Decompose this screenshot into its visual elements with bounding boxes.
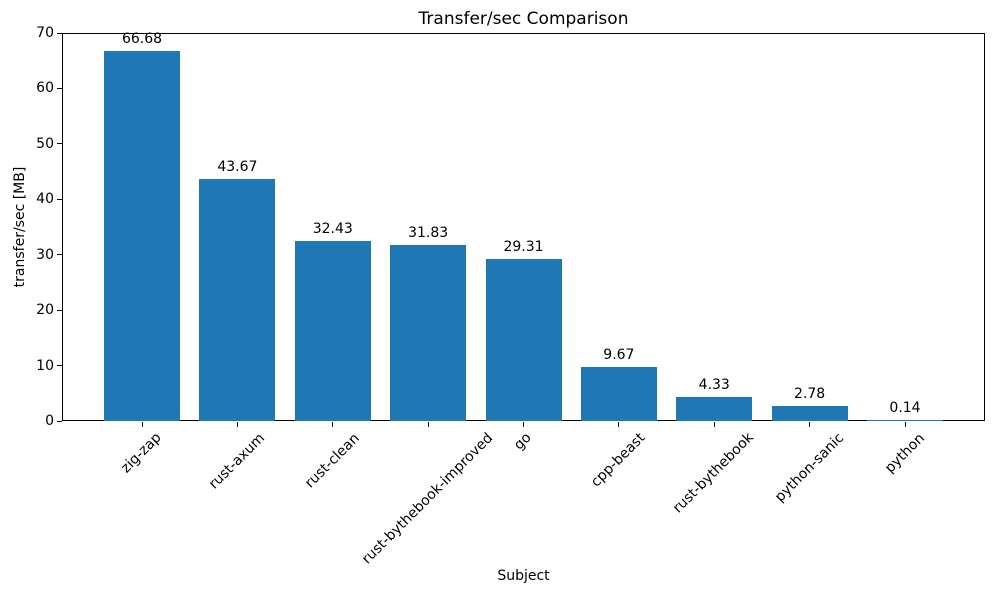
bar-rust-bythebook-improved	[390, 244, 467, 421]
y-tick-mark	[57, 420, 62, 422]
x-tick-mark	[713, 422, 715, 427]
bar-value-label: 4.33	[698, 376, 730, 393]
y-tick-label: 40	[36, 191, 54, 208]
bar-python-sanic	[771, 405, 848, 421]
y-tick-mark	[57, 365, 62, 367]
y-tick-label: 50	[36, 135, 54, 152]
y-tick-mark	[57, 32, 62, 34]
y-tick-mark	[57, 198, 62, 200]
y-tick-mark	[57, 87, 62, 89]
y-tick-mark	[57, 143, 62, 145]
y-tick-label: 70	[36, 25, 54, 41]
y-tick-label: 30	[36, 246, 54, 263]
y-tick-label: 60	[36, 80, 54, 97]
bar-python	[867, 420, 943, 421]
x-tick-mark	[427, 422, 429, 427]
y-axis-label: transfer/sec [MB]	[12, 166, 28, 288]
y-tick-label: 10	[36, 357, 54, 374]
x-tick-mark	[618, 422, 620, 427]
x-tick-mark	[904, 422, 906, 427]
x-tick-label-rust-clean: rust-clean	[301, 429, 363, 491]
bar-zig-zap	[104, 51, 180, 421]
bar-value-label: 2.78	[794, 385, 826, 402]
bar-value-label: 32.43	[312, 221, 353, 238]
bar-value-label: 43.67	[217, 158, 258, 175]
chart-title: Transfer/sec Comparison	[418, 9, 629, 29]
y-tick-label: 20	[36, 302, 54, 319]
x-tick-mark	[141, 422, 143, 427]
bar-value-label: 31.83	[408, 224, 449, 241]
bar-rust-axum	[199, 178, 276, 421]
x-tick-label-zig-zap: zig-zap	[118, 429, 165, 477]
y-tick-mark	[57, 309, 62, 311]
y-tick-mark	[57, 254, 62, 256]
bar-cpp-beast	[580, 367, 657, 421]
x-tick-label-rust-bythebook-improved: rust-bythebook-improved	[359, 429, 497, 568]
x-tick-label-python: python	[881, 429, 928, 476]
x-tick-mark	[236, 422, 238, 427]
bar-value-label: 9.67	[603, 347, 635, 364]
bar-rust-bythebook	[676, 396, 753, 421]
x-tick-mark	[523, 422, 524, 427]
y-tick-label: 0	[45, 413, 54, 429]
bar-go	[485, 258, 562, 421]
bar-rust-clean	[294, 241, 371, 421]
x-axis-label: Subject	[497, 568, 550, 584]
x-tick-label-rust-axum: rust-axum	[205, 429, 269, 493]
x-tick-label-go: go	[511, 429, 535, 454]
x-tick-mark	[809, 422, 811, 427]
x-tick-label-rust-bythebook: rust-bythebook	[670, 429, 758, 517]
x-tick-label-cpp-beast: cpp-beast	[588, 429, 649, 491]
x-tick-label-python-sanic: python-sanic	[771, 429, 847, 506]
bar-value-label: 29.31	[503, 238, 544, 255]
bar-value-label: 66.68	[121, 31, 163, 48]
bar-value-label: 0.14	[889, 400, 921, 416]
x-tick-mark	[332, 422, 334, 427]
